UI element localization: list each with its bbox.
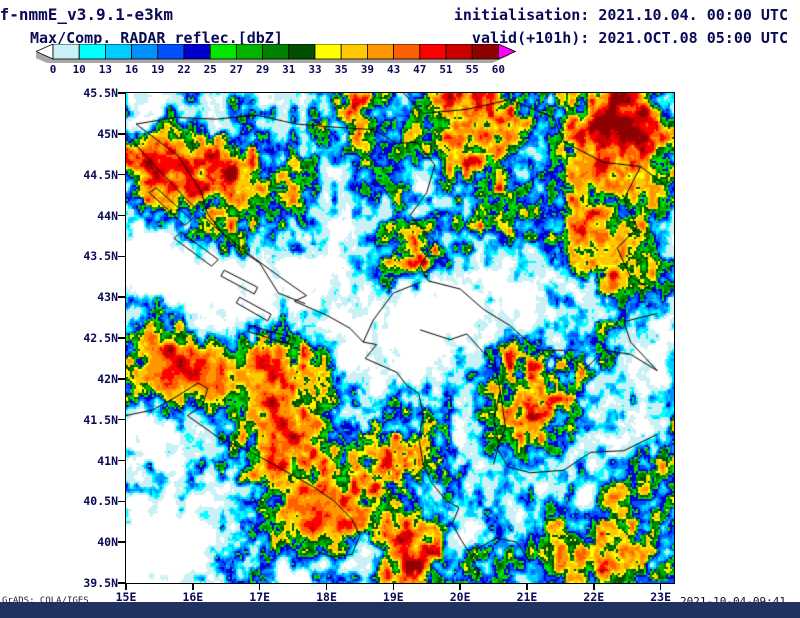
- y-axis-label: 42.5N: [83, 331, 118, 345]
- y-axis-tick: [118, 214, 125, 217]
- x-axis-tick: [258, 583, 261, 590]
- model-title: rf-nmmE_v3.9.1-e3km: [0, 5, 174, 24]
- bottom-taskbar: [0, 602, 800, 618]
- y-axis-tick: [118, 92, 125, 94]
- x-axis-tick: [526, 583, 528, 590]
- legend-tick-label: 39: [361, 63, 374, 76]
- x-axis-label: 21E: [516, 590, 538, 604]
- y-axis-label: 43.5N: [83, 249, 118, 264]
- legend-box: [366, 44, 394, 60]
- y-axis-tick: [118, 500, 125, 503]
- x-axis-label: 19E: [382, 590, 404, 604]
- y-axis-tick: [118, 173, 125, 176]
- map-plot: 45.5N 45N 44.5N 44N 43.5N 43N 42.5N 42N 41.5N 41N…: [83, 86, 675, 604]
- legend-tick-label: 10: [73, 63, 86, 76]
- legend-tick-label: 43: [387, 63, 400, 76]
- legend-box: [393, 44, 421, 60]
- y-axis-label: 44.5N: [83, 167, 118, 182]
- legend-tick-label: 0: [50, 63, 57, 76]
- legend-box: [445, 44, 473, 60]
- x-axis-tick: [459, 583, 461, 590]
- x-axis-tick: [192, 583, 194, 590]
- legend-tick-label: 35: [335, 63, 348, 76]
- legend-tick-label: 27: [230, 63, 243, 76]
- legend-tick-label: 22: [177, 63, 190, 76]
- x-axis-tick: [392, 583, 395, 590]
- legend-tick-label: 25: [204, 63, 217, 76]
- y-axis-label: 44N: [97, 208, 118, 223]
- colorbar-legend: 0 10 13 16 19 22 25 27 29 31 33 35 39 43 47 51 55 60: [36, 44, 517, 76]
- y-axis-label: 45.5N: [83, 86, 118, 100]
- x-axis-label: 22E: [583, 590, 605, 604]
- x-axis-label: 18E: [316, 590, 337, 604]
- y-axis-tick: [118, 418, 125, 421]
- legend-tick-label: 33: [308, 63, 321, 76]
- legend-box: [52, 44, 80, 60]
- legend-box: [209, 44, 237, 60]
- legend-box: [183, 44, 211, 60]
- y-axis-tick: [118, 459, 125, 462]
- y-axis-tick: [118, 582, 125, 584]
- legend-tick-label: 47: [413, 63, 426, 76]
- valid-time-label: valid(+101h): 2021.OCT.08 05:00 UTC: [471, 29, 788, 47]
- x-axis-tick: [125, 583, 127, 590]
- legend-right-arrow: [497, 44, 517, 60]
- legend-tick-label: 31: [282, 63, 296, 76]
- initialisation-time-label: initialisation: 2021.10.04. 00:00 UTC: [453, 6, 788, 24]
- y-axis-label: 41.5N: [83, 412, 118, 427]
- y-axis-label: 40.5N: [83, 494, 118, 509]
- legend-box: [235, 44, 263, 60]
- legend-box: [471, 44, 499, 60]
- y-axis-tick: [118, 296, 125, 298]
- x-axis-tick: [593, 583, 595, 590]
- y-axis-tick: [118, 337, 125, 339]
- y-axis-label: 40N: [97, 535, 118, 550]
- x-axis-label: 23E: [650, 590, 672, 604]
- y-axis-tick: [118, 133, 125, 135]
- legend-box: [419, 44, 447, 60]
- field-title: Max/Comp. RADAR reflec.[dbZ]: [30, 29, 283, 47]
- x-axis-label: 17E: [249, 590, 271, 604]
- y-axis-label: 45N: [97, 126, 118, 141]
- legend-tick-label: 51: [439, 63, 453, 76]
- legend-tick-label: 16: [125, 63, 139, 76]
- legend-box: [78, 44, 106, 60]
- legend-tick-label: 13: [99, 63, 112, 76]
- legend-box: [262, 44, 290, 60]
- y-axis-tick: [118, 541, 125, 543]
- legend-box: [340, 44, 368, 60]
- y-axis-label: 42N: [97, 371, 118, 386]
- x-axis-label: 15E: [115, 590, 137, 604]
- radar-field-canvas: [126, 93, 674, 583]
- x-axis-tick: [659, 583, 662, 590]
- y-axis-label: 41N: [97, 453, 118, 468]
- legend-tick-label: 29: [256, 63, 269, 76]
- y-axis-tick: [118, 378, 125, 380]
- legend-box: [131, 44, 159, 60]
- x-axis-tick: [325, 583, 328, 590]
- x-axis-label: 16E: [182, 590, 204, 604]
- y-axis-tick: [118, 255, 125, 258]
- grads-credit: GrADS: COLA/IGES: [2, 596, 89, 606]
- legend-tick-label: 60: [492, 63, 505, 76]
- legend-tick-label: 55: [466, 63, 479, 76]
- y-axis-label: 43N: [97, 290, 118, 305]
- x-axis-label: 20E: [449, 590, 471, 604]
- legend-box: [157, 44, 185, 60]
- legend-box: [314, 44, 342, 60]
- legend-box: [105, 44, 133, 60]
- legend-tick-label: 19: [151, 63, 164, 76]
- y-axis-label: 39.5N: [83, 576, 118, 590]
- legend-box: [288, 44, 316, 60]
